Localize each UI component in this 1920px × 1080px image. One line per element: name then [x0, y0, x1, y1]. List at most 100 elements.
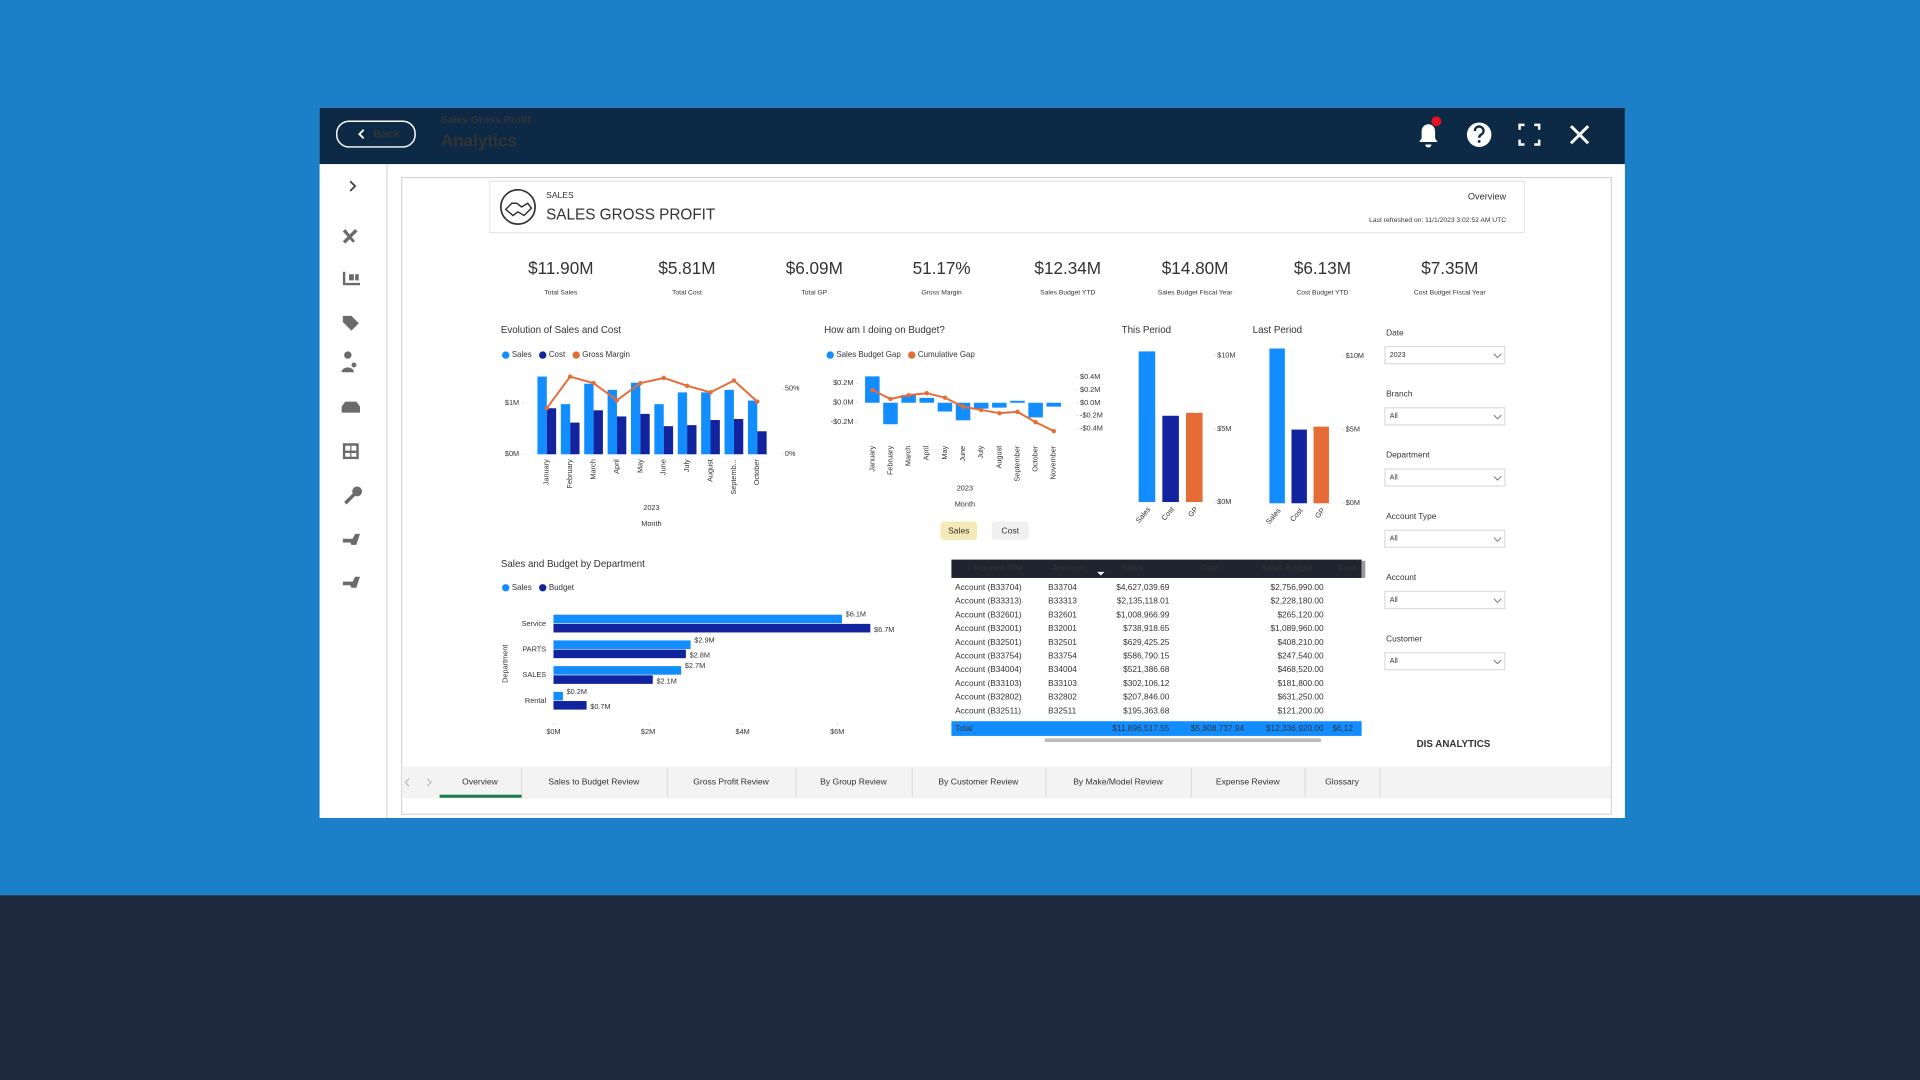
- help-icon[interactable]: [1466, 122, 1492, 147]
- x-tick-label: March: [589, 459, 598, 479]
- tab[interactable]: Glossary: [1325, 777, 1360, 787]
- filter-value: All: [1390, 412, 1398, 420]
- line-point: [906, 392, 911, 398]
- filter-label: Account Type: [1386, 511, 1437, 521]
- filter-dropdown[interactable]: [1384, 652, 1506, 671]
- table-cell: $631,250.00: [1277, 692, 1324, 702]
- line-point: [888, 396, 893, 402]
- vehicle-icon[interactable]: [341, 401, 360, 413]
- data-label: $2.7M: [685, 661, 705, 670]
- x-tick-label: $4M: [736, 727, 750, 736]
- x-tick-label: July: [682, 459, 691, 472]
- tab-scroll[interactable]: [404, 778, 432, 787]
- table-cell: B34004: [1048, 664, 1077, 674]
- tab-bar: [402, 766, 1611, 799]
- table-scrollbar: [1044, 738, 1322, 743]
- bar: [663, 426, 674, 455]
- bell-icon[interactable]: [1419, 116, 1442, 148]
- bar: [710, 420, 720, 455]
- y-axis-title: Department: [501, 645, 510, 683]
- column-header: Sales Budget: [1261, 562, 1313, 572]
- kpi-value: 51.17%: [913, 258, 971, 278]
- toggle-label: Sales: [948, 526, 969, 536]
- filter-dropdown[interactable]: [1384, 590, 1506, 610]
- x-tick-label: July: [976, 445, 985, 458]
- truck-icon[interactable]: [342, 533, 360, 545]
- table-cell: B32601: [1048, 609, 1077, 619]
- column-header: Cost: [1201, 562, 1219, 572]
- bar: [560, 404, 571, 455]
- x-tick-label: February: [565, 459, 574, 489]
- tools-icon[interactable]: [342, 228, 358, 244]
- tab[interactable]: Expense Review: [1216, 777, 1281, 787]
- bar: [1162, 415, 1179, 503]
- tab[interactable]: Overview: [462, 777, 499, 787]
- table-cell: $2,756,990.00: [1271, 582, 1325, 592]
- report-frame: [401, 176, 1613, 815]
- total-cell: $12,336,920.00: [1266, 723, 1324, 733]
- tab[interactable]: By Customer Review: [938, 777, 1019, 787]
- legend-swatch: [539, 351, 547, 359]
- truck-icon[interactable]: [342, 576, 360, 588]
- active-tab-underline: [439, 794, 522, 798]
- kpi-value: $6.09M: [786, 258, 843, 278]
- table-icon[interactable]: [342, 443, 359, 460]
- tab[interactable]: By Make/Model Review: [1073, 777, 1163, 787]
- y-tick-label: $5M: [1346, 425, 1360, 434]
- line-point: [1015, 409, 1020, 415]
- filter-dropdown[interactable]: [1384, 407, 1506, 426]
- filter-value: 2023: [1390, 351, 1406, 359]
- y-tick-label: 50%: [785, 383, 800, 392]
- brand-link[interactable]: DIS ANALYTICS: [1417, 739, 1491, 750]
- filter-dropdown[interactable]: [1384, 468, 1506, 487]
- close-icon[interactable]: [1569, 125, 1590, 145]
- chart-title: This Period: [1122, 325, 1171, 336]
- handshake-logo: [499, 188, 536, 225]
- wrench-icon[interactable]: [344, 486, 363, 505]
- line-point: [979, 407, 984, 413]
- bar: [1010, 400, 1025, 403]
- filter-dropdown[interactable]: [1384, 529, 1506, 548]
- toggle-button[interactable]: [991, 521, 1029, 540]
- filter-value: All: [1390, 596, 1398, 604]
- customer-icon[interactable]: [341, 351, 357, 373]
- kpi-label: Sales Budget YTD: [1040, 289, 1095, 296]
- tab[interactable]: Sales to Budget Review: [548, 777, 640, 787]
- x-tick-label: Septemb...: [729, 459, 738, 494]
- bar: [553, 640, 691, 649]
- filter-dropdown[interactable]: [1384, 345, 1506, 365]
- kpi-label: Sales Budget Fiscal Year: [1158, 289, 1233, 296]
- table-cell: $586,790.15: [1123, 651, 1170, 661]
- legend-swatch: [826, 351, 834, 359]
- tab[interactable]: Gross Profit Review: [693, 777, 769, 787]
- warehouse-icon[interactable]: [342, 271, 360, 286]
- sidebar-expand[interactable]: [349, 180, 357, 192]
- dropdown-chevron: [1493, 598, 1502, 604]
- bar: [677, 392, 688, 455]
- table-cell: $207,846.00: [1123, 692, 1170, 702]
- tab[interactable]: By Group Review: [820, 777, 887, 787]
- table-cell: B33704: [1048, 582, 1077, 592]
- kpi-value: $11.90M: [528, 258, 593, 278]
- kpi-value: $6.13M: [1294, 258, 1351, 278]
- table-cell: $738,918.65: [1123, 623, 1170, 633]
- y-tick-label: $0.0M: [1080, 398, 1100, 407]
- back-button[interactable]: [336, 120, 416, 148]
- legend-label: Cumulative Gap: [918, 350, 975, 359]
- bar: [546, 408, 557, 455]
- bar: [747, 400, 758, 455]
- table-cell: Account (B32511): [955, 705, 1021, 715]
- data-label: $6.1M: [846, 610, 866, 619]
- bar: [901, 394, 916, 403]
- legend-label: Cost: [549, 350, 566, 359]
- table-cell: B32802: [1048, 692, 1077, 702]
- bar: [553, 614, 842, 624]
- column-header: Account: [1052, 562, 1084, 572]
- line-series: [546, 375, 758, 409]
- toggle-button[interactable]: [940, 521, 978, 540]
- filter-value: All: [1390, 473, 1398, 481]
- fullscreen-icon[interactable]: [1518, 123, 1541, 146]
- tag-icon[interactable]: [342, 315, 359, 331]
- bar: [593, 410, 603, 455]
